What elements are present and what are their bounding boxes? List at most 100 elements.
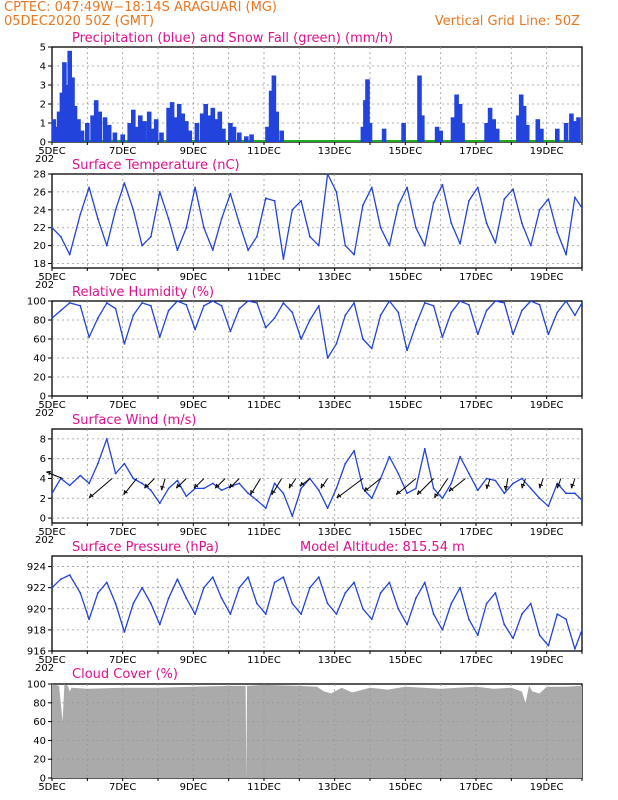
wind-vector-head	[485, 484, 490, 490]
pressure-point	[141, 586, 144, 589]
humidity-point	[282, 302, 285, 304]
precip-bar	[67, 50, 72, 142]
x-tick-label: 7DEC	[109, 527, 136, 538]
x-tick-label: 5DEC	[38, 146, 65, 157]
x-tick-label: 7DEC	[109, 655, 136, 666]
humidity-point	[317, 304, 320, 307]
wind-point	[326, 507, 329, 510]
temperature-point	[256, 235, 258, 238]
humidity-point	[512, 333, 514, 336]
wind-point	[388, 455, 391, 458]
precip-bar	[127, 123, 132, 142]
humidity-point	[459, 300, 461, 302]
humidity-point	[176, 300, 179, 302]
x-tick-label: 13DEC	[318, 782, 352, 793]
y-tick-label: 4	[40, 62, 46, 73]
x-tick-label: 11DEC	[247, 272, 281, 283]
wind-vector-shaft	[571, 478, 576, 489]
wind-vector-head	[336, 493, 342, 499]
humidity-point	[203, 304, 205, 307]
temperature-point	[379, 226, 382, 229]
wind-vector-head	[570, 483, 575, 489]
pressure-point	[476, 634, 479, 637]
temperature-point	[51, 226, 53, 229]
temperature-point	[79, 213, 82, 216]
x-tick-label: 19DEC	[530, 782, 564, 793]
wind-point	[79, 474, 82, 477]
temperature-point	[362, 204, 364, 207]
precip-bar	[106, 124, 112, 142]
pressure-point	[291, 602, 294, 605]
precip-bar	[518, 94, 524, 142]
wind-vector-head	[193, 483, 199, 489]
precip-bar	[491, 119, 496, 142]
y-tick-label: 918	[27, 625, 46, 636]
temperature-point	[229, 192, 232, 195]
temperature-point	[167, 217, 170, 220]
precip-bar	[166, 107, 171, 142]
y-tick-label: 18	[33, 259, 46, 270]
precip-bar	[93, 100, 99, 142]
precip-bar	[184, 121, 189, 142]
humidity-point	[362, 338, 364, 340]
wind-vector-shaft	[557, 478, 562, 489]
x-tick-label: 17DEC	[459, 146, 493, 157]
wind-point	[529, 487, 532, 490]
pressure-point	[415, 597, 417, 600]
wind-point	[185, 495, 188, 498]
humidity-point	[59, 309, 62, 312]
precip-bar	[173, 117, 178, 142]
wind-point	[459, 455, 461, 458]
precip-bar	[249, 134, 254, 142]
wind-vector-head	[250, 489, 255, 495]
temperature-point	[264, 197, 267, 200]
wind-vector-shaft	[229, 478, 240, 489]
panel-title: Surface Wind (m/s)	[72, 413, 196, 428]
pressure-point	[450, 602, 453, 605]
temperature-point	[194, 186, 197, 189]
precip-bar	[365, 79, 370, 142]
humidity-point	[185, 303, 188, 306]
wind-point	[547, 505, 550, 508]
pressure-point	[150, 602, 152, 605]
panel-title: Surface Pressure (hPa)	[72, 540, 219, 555]
precip-bar	[381, 128, 387, 142]
wind-vector-head	[363, 486, 369, 492]
panel-cloud: 0 20 40 60 80 100 5DEC 7DEC 9DEC 11DEC 13DEC 15DEC 1…	[27, 667, 583, 793]
wind-point	[97, 462, 99, 465]
wind-point	[468, 472, 470, 475]
wind-vector-head	[395, 490, 401, 495]
x-tick-label: 11DEC	[247, 655, 281, 666]
precip-bar	[457, 104, 463, 142]
humidity-point	[68, 302, 71, 304]
x-tick-label: 13DEC	[318, 400, 352, 411]
y-tick-label: 40	[33, 736, 46, 747]
wind-vector-head	[123, 489, 128, 495]
precip-bar	[76, 119, 81, 142]
x-tick-label: 19DEC	[530, 527, 564, 538]
temperature-point	[565, 253, 567, 256]
wind-vector-shaft	[46, 471, 63, 479]
wind-vector-shaft	[336, 478, 364, 499]
temperature-point	[300, 200, 302, 202]
wind-vector-head	[214, 483, 220, 489]
wind-point	[264, 507, 267, 510]
precip-bar	[450, 117, 456, 142]
humidity-point	[220, 304, 223, 307]
precip-bar	[572, 121, 578, 142]
wind-point	[432, 487, 435, 490]
precip-bar	[516, 115, 521, 142]
precip-bar	[279, 130, 284, 142]
precip-bar	[51, 119, 57, 142]
pressure-point	[556, 613, 559, 615]
wind-vector-shaft	[250, 478, 261, 495]
temperature-point	[476, 186, 479, 189]
wind-point	[344, 462, 347, 465]
temperature-point	[415, 226, 417, 229]
humidity-point	[468, 303, 470, 306]
x-tick-label: 13DEC	[318, 272, 352, 283]
precip-bar	[194, 123, 200, 142]
temperature-line	[51, 173, 583, 260]
wind-vector-shaft	[144, 478, 155, 489]
y-tick-label: 100	[27, 297, 46, 308]
